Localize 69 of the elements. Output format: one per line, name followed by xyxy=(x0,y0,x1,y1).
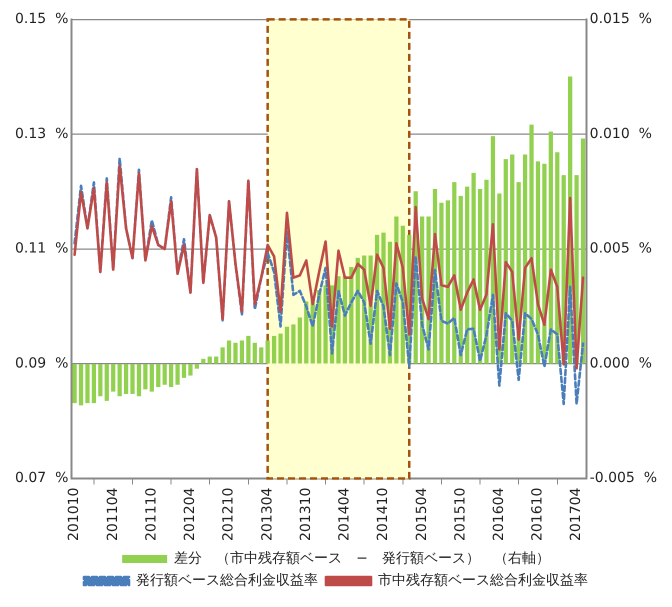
bar xyxy=(465,186,470,364)
bar xyxy=(356,258,360,364)
bar xyxy=(143,364,148,390)
x-tick-label: 201204 xyxy=(182,487,198,542)
bar xyxy=(104,364,109,401)
x-tick-label: 201504 xyxy=(414,487,430,542)
x-tick-label: 201610 xyxy=(530,488,546,542)
bar xyxy=(169,364,174,388)
legend-label: 差分 （市中残存額ベース − 発行額ベース） （右軸） xyxy=(174,550,550,567)
bar xyxy=(246,336,250,364)
y-tick-label: 0.15 % xyxy=(15,11,68,28)
x-tick-label: 201104 xyxy=(104,487,121,542)
y2-tick-label: 0.000 % xyxy=(590,355,652,372)
bar xyxy=(188,364,193,376)
bar xyxy=(214,356,218,364)
x-tick-label: 201010 xyxy=(66,488,82,542)
bar xyxy=(130,364,135,394)
bar xyxy=(72,364,77,404)
legend-label: 市中残存額ベース総合利金収益率 xyxy=(378,572,588,589)
bar xyxy=(266,340,270,364)
bar xyxy=(291,324,296,364)
bar xyxy=(548,132,553,364)
bar xyxy=(272,336,276,364)
bar xyxy=(124,364,128,394)
bar xyxy=(259,347,264,364)
x-tick-label: 201304 xyxy=(259,487,276,542)
bar xyxy=(201,358,206,364)
x-tick-label: 201704 xyxy=(568,487,584,542)
x-tick-label: 201404 xyxy=(336,487,353,542)
bar xyxy=(156,364,160,388)
bar xyxy=(118,364,122,396)
y-tick-label: 0.09 % xyxy=(15,355,68,372)
bar xyxy=(92,364,96,404)
y-tick-label: 0.13 % xyxy=(15,126,68,142)
bar xyxy=(278,334,283,364)
bar xyxy=(252,342,257,364)
line-series xyxy=(73,156,584,406)
bar xyxy=(85,364,90,404)
bar xyxy=(182,364,186,378)
y2-tick-label: 0.015 % xyxy=(590,11,652,28)
bar xyxy=(452,182,456,364)
bar xyxy=(208,356,212,364)
bar xyxy=(162,364,167,385)
bar xyxy=(136,364,142,396)
x-tick-label: 201110 xyxy=(143,488,160,542)
bar xyxy=(111,364,116,392)
bar xyxy=(98,364,102,396)
bar xyxy=(194,364,200,369)
bar xyxy=(175,364,180,385)
bar xyxy=(446,200,450,364)
y2-tick-label: 0.010 % xyxy=(590,126,652,142)
y2-tick-label: 0.005 % xyxy=(590,240,652,257)
bar xyxy=(298,318,302,364)
bar xyxy=(240,340,244,364)
bar xyxy=(233,342,238,364)
x-tick-label: 201310 xyxy=(298,488,314,542)
x-tick-label: 201604 xyxy=(490,487,507,542)
x-tick-label: 201510 xyxy=(452,488,468,542)
y2-tick-label: -0.005 % xyxy=(590,470,658,486)
x-tick-label: 201410 xyxy=(375,488,392,542)
y-tick-label: 0.07 % xyxy=(15,470,68,486)
y-tick-label: 0.11 % xyxy=(15,240,68,257)
x-tick-label: 201210 xyxy=(220,488,237,542)
bar xyxy=(284,326,290,364)
bar xyxy=(78,364,84,406)
bar xyxy=(220,347,225,364)
legend-label: 発行額ベース総合利金収益率 xyxy=(136,572,318,589)
bar xyxy=(226,340,232,364)
bar xyxy=(150,364,154,392)
